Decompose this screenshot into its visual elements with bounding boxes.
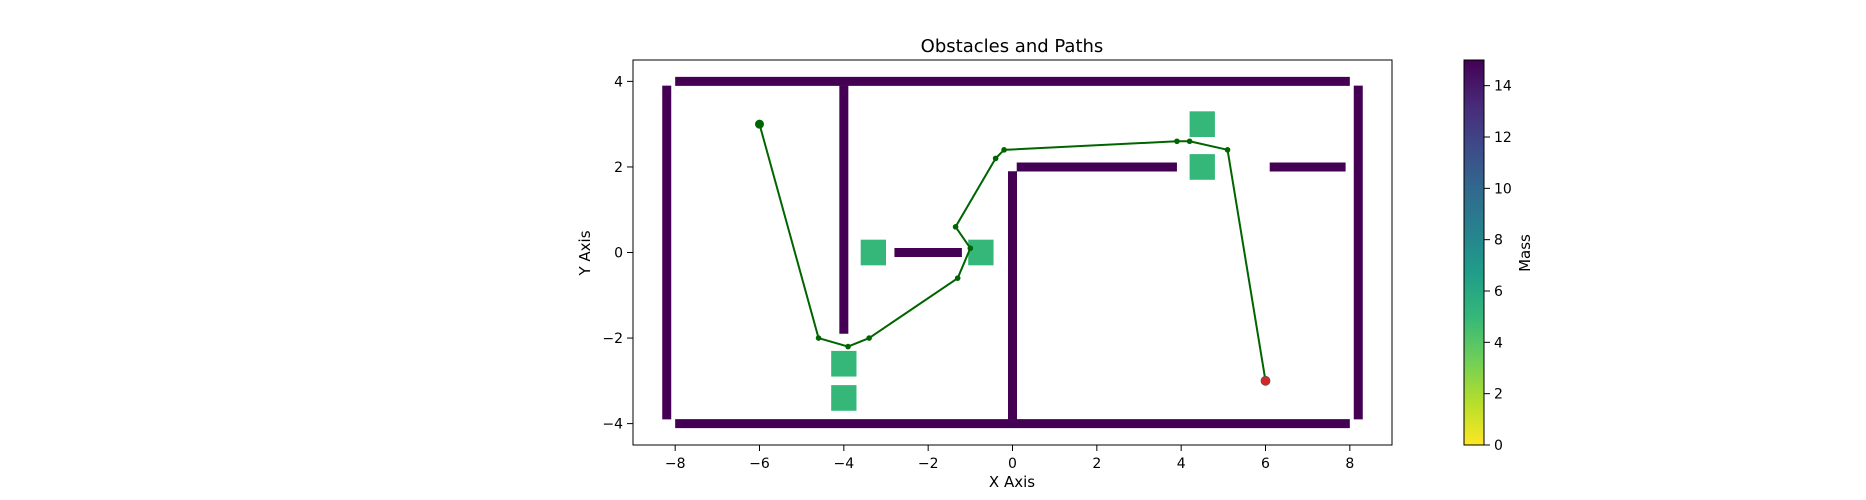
y-tick-label: 2 <box>614 160 623 176</box>
x-tick-label: 6 <box>1261 456 1270 472</box>
colorbar-tick-label: 0 <box>1494 438 1503 454</box>
movable-obstacle <box>1189 111 1215 137</box>
path-waypoint <box>845 343 851 350</box>
path-waypoint <box>815 335 822 341</box>
plot-area <box>662 76 1363 429</box>
x-axis-label: X Axis <box>989 473 1035 491</box>
y-tick-label: −4 <box>602 417 623 433</box>
path-waypoint <box>1001 147 1007 153</box>
colorbar-tick-label: 2 <box>1494 387 1503 403</box>
colorbar-tick-label: 10 <box>1494 181 1512 197</box>
colorbar-tick-label: 8 <box>1494 233 1503 249</box>
colorbar-tick-label: 4 <box>1494 335 1503 351</box>
x-tick-label: 4 <box>1177 456 1186 472</box>
path-waypoint <box>1174 138 1180 145</box>
colorbar-label: Mass <box>1516 234 1534 272</box>
path-waypoint <box>992 155 999 162</box>
y-tick-label: −2 <box>602 331 623 347</box>
movable-obstacle <box>860 239 886 266</box>
x-tick-label: 8 <box>1345 456 1354 472</box>
colorbar <box>1463 59 1485 446</box>
chart-title: Obstacles and Paths <box>921 36 1104 57</box>
start-point <box>755 119 764 129</box>
x-tick-label: −2 <box>918 456 939 472</box>
y-tick-label: 0 <box>614 246 623 262</box>
movable-obstacle <box>968 239 994 266</box>
x-tick-label: 0 <box>1008 456 1017 472</box>
colorbar-axis: 0 2 4 6 8 10 12 14 <box>1484 79 1512 454</box>
colorbar-tick-label: 14 <box>1494 79 1512 95</box>
axes: −8 −6 −4 −2 0 2 4 6 8 −4 −2 0 2 4 <box>602 74 1354 472</box>
x-tick-label: −4 <box>834 456 855 472</box>
y-tick-label: 4 <box>614 74 623 90</box>
path-waypoint <box>866 335 872 341</box>
path-waypoint <box>1186 138 1193 145</box>
path-waypoint <box>952 224 959 230</box>
colorbar-tick-label: 12 <box>1494 130 1512 146</box>
movable-obstacle <box>1189 154 1215 180</box>
colorbar-tick-label: 6 <box>1494 284 1503 300</box>
y-axis-label: Y Axis <box>576 230 594 276</box>
goal-point <box>1260 375 1271 386</box>
x-tick-label: −6 <box>749 456 770 472</box>
path-waypoint <box>1224 147 1231 153</box>
path-waypoint <box>954 275 961 281</box>
path-waypoint <box>967 245 974 252</box>
movable-obstacle <box>831 385 857 411</box>
x-tick-label: 2 <box>1092 456 1101 472</box>
x-tick-label: −8 <box>665 456 686 472</box>
movable-obstacle <box>831 350 857 377</box>
